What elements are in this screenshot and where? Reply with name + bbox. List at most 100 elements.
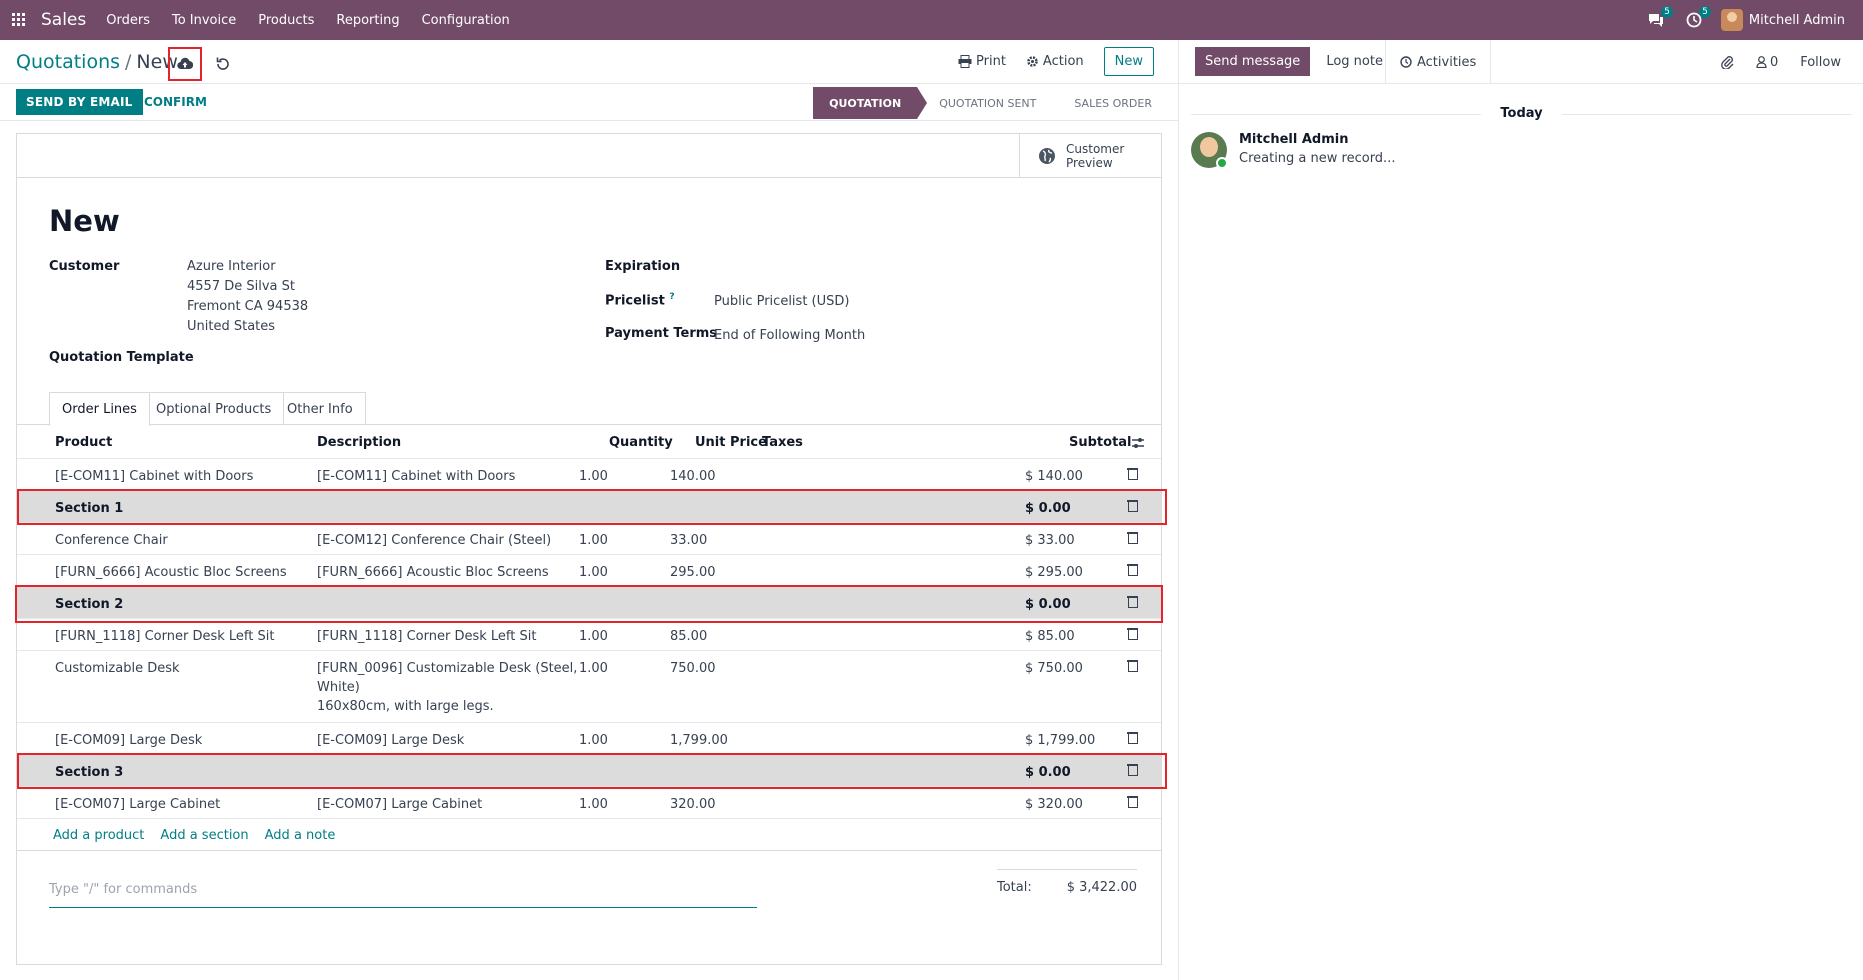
trash-icon[interactable] <box>1127 731 1139 745</box>
gear-icon <box>1027 56 1038 67</box>
table-row[interactable]: [FURN_1118] Corner Desk Left Sit [FURN_1… <box>17 619 1161 651</box>
table-row[interactable]: [E-COM07] Large Cabinet [E-COM07] Large … <box>17 787 1161 819</box>
trash-icon[interactable] <box>1127 763 1139 777</box>
customer-preview-button[interactable]: Customer Preview <box>1019 134 1161 178</box>
print-button[interactable]: Print <box>958 54 1006 69</box>
stage-sales-order[interactable]: SALES ORDER <box>1074 96 1152 110</box>
section-row[interactable]: Section 1 $ 0.00 <box>17 491 1161 523</box>
trash-icon[interactable] <box>1127 627 1139 641</box>
col-product[interactable]: Product <box>55 435 113 450</box>
trash-icon[interactable] <box>1127 467 1139 481</box>
table-row[interactable]: Customizable Desk [FURN_0096] Customizab… <box>17 651 1161 723</box>
menu-orders[interactable]: Orders <box>106 12 150 28</box>
message-author[interactable]: Mitchell Admin <box>1239 132 1349 147</box>
table-row[interactable]: [E-COM09] Large Desk [E-COM09] Large Des… <box>17 723 1161 755</box>
table-header: Product Description Quantity Unit Price … <box>17 425 1161 459</box>
activities-button[interactable]: Activities <box>1385 40 1492 84</box>
user-name: Mitchell Admin <box>1748 12 1845 28</box>
stage-quotation-sent[interactable]: QUOTATION SENT <box>939 96 1037 110</box>
top-navbar: Sales Orders To Invoice Products Reporti… <box>0 0 1863 40</box>
section-2-highlight <box>15 585 1163 623</box>
help-icon[interactable]: ? <box>669 292 675 302</box>
section-row[interactable]: Section 3 $ 0.00 <box>17 755 1161 787</box>
trash-icon[interactable] <box>1127 659 1139 673</box>
log-note-button[interactable]: Log note <box>1326 54 1383 69</box>
followers-button[interactable]: 0 <box>1756 55 1778 70</box>
author-avatar[interactable] <box>1191 132 1228 169</box>
menu-reporting[interactable]: Reporting <box>336 12 400 28</box>
menu-products[interactable]: Products <box>258 12 315 28</box>
clock-icon <box>1400 56 1412 68</box>
menu-to-invoice[interactable]: To Invoice <box>171 12 237 28</box>
table-row[interactable]: [FURN_6666] Acoustic Bloc Screens [FURN_… <box>17 555 1161 587</box>
control-panel: Quotations / New Print Action New <box>0 40 1178 84</box>
stage-quotation[interactable]: QUOTATION <box>813 87 928 119</box>
section-row[interactable]: Section 2 $ 0.00 <box>17 587 1161 619</box>
follow-button[interactable]: Follow <box>1800 54 1841 70</box>
confirm-button[interactable]: CONFIRM <box>144 95 207 109</box>
tab-other-info[interactable]: Other Info <box>275 392 366 425</box>
chat-icon <box>1648 14 1663 27</box>
trash-icon[interactable] <box>1127 595 1139 609</box>
col-taxes[interactable]: Taxes <box>762 435 803 450</box>
totals: Total: $ 3,422.00 <box>997 869 1137 895</box>
status-stages: QUOTATION QUOTATION SENT SALES ORDER <box>813 87 1168 119</box>
trash-icon[interactable] <box>1127 499 1139 513</box>
chatter-panel: Send message Log note Activities 0 Follo… <box>1178 40 1863 980</box>
breadcrumb-quotations[interactable]: Quotations <box>16 51 121 73</box>
customer-label: Customer <box>49 259 120 274</box>
section-1-highlight <box>17 489 1167 525</box>
trash-icon[interactable] <box>1127 531 1139 545</box>
add-section-link[interactable]: Add a section <box>160 828 249 843</box>
send-message-button[interactable]: Send message <box>1195 47 1311 76</box>
online-status-icon <box>1216 157 1228 169</box>
add-product-link[interactable]: Add a product <box>53 828 145 843</box>
record-title: New <box>49 204 120 238</box>
expiration-label: Expiration <box>605 259 681 274</box>
trash-icon[interactable] <box>1127 563 1139 577</box>
app-name[interactable]: Sales <box>41 10 87 30</box>
save-button[interactable] <box>168 47 202 81</box>
total-value: $ 3,422.00 <box>1066 880 1137 895</box>
table-row[interactable]: Conference Chair [E-COM12] Conference Ch… <box>17 523 1161 555</box>
col-description[interactable]: Description <box>317 435 402 450</box>
section-3-highlight <box>17 753 1167 789</box>
quotation-template-label: Quotation Template <box>49 350 194 365</box>
undo-icon <box>216 57 229 70</box>
payment-terms-field[interactable]: End of Following Month <box>714 328 866 343</box>
paperclip-icon[interactable] <box>1720 55 1734 69</box>
add-line-links: Add a product Add a section Add a note <box>53 828 335 843</box>
add-note-link[interactable]: Add a note <box>264 828 336 843</box>
activities-button[interactable]: 5 <box>1683 6 1711 30</box>
activities-badge: 5 <box>1699 6 1711 18</box>
optional-columns-icon[interactable] <box>1131 437 1145 449</box>
button-box: Customer Preview <box>17 134 1161 178</box>
pricelist-field[interactable]: Public Pricelist (USD) <box>714 294 850 309</box>
col-quantity[interactable]: Quantity <box>609 435 673 450</box>
col-unit-price[interactable]: Unit Price <box>695 435 767 450</box>
apps-menu-icon[interactable] <box>12 12 27 28</box>
customer-field[interactable]: Azure Interior 4557 De Silva St Fremont … <box>187 259 309 334</box>
total-label: Total: <box>997 880 1032 895</box>
lines-divider <box>17 850 1161 851</box>
discard-button[interactable] <box>212 52 234 74</box>
messages-button[interactable]: 5 <box>1645 6 1673 30</box>
tab-optional-products[interactable]: Optional Products <box>144 392 285 425</box>
send-by-email-button[interactable]: SEND BY EMAIL <box>16 89 143 115</box>
user-menu[interactable]: Mitchell Admin <box>1720 9 1845 31</box>
payment-terms-label: Payment Terms <box>605 326 718 341</box>
trash-icon[interactable] <box>1127 795 1139 809</box>
new-button[interactable]: New <box>1103 47 1154 76</box>
table-row[interactable]: [E-COM11] Cabinet with Doors [E-COM11] C… <box>17 459 1161 491</box>
message-body: Creating a new record... <box>1239 151 1396 166</box>
action-button[interactable]: Action <box>1026 54 1084 69</box>
chatter-topbar: Send message Log note Activities 0 Follo… <box>1179 40 1863 84</box>
terms-note-input[interactable]: Type "/" for commands <box>49 878 757 908</box>
breadcrumb-current: New <box>136 51 178 73</box>
col-subtotal[interactable]: Subtotal <box>1069 435 1132 450</box>
form-sheet: Customer Preview New Customer Azure Inte… <box>15 133 1167 965</box>
menu-configuration[interactable]: Configuration <box>421 12 510 28</box>
tab-order-lines[interactable]: Order Lines <box>49 392 150 426</box>
user-avatar <box>1720 9 1743 31</box>
notebook-tabs: Order Lines Optional Products Other Info <box>17 392 1161 426</box>
